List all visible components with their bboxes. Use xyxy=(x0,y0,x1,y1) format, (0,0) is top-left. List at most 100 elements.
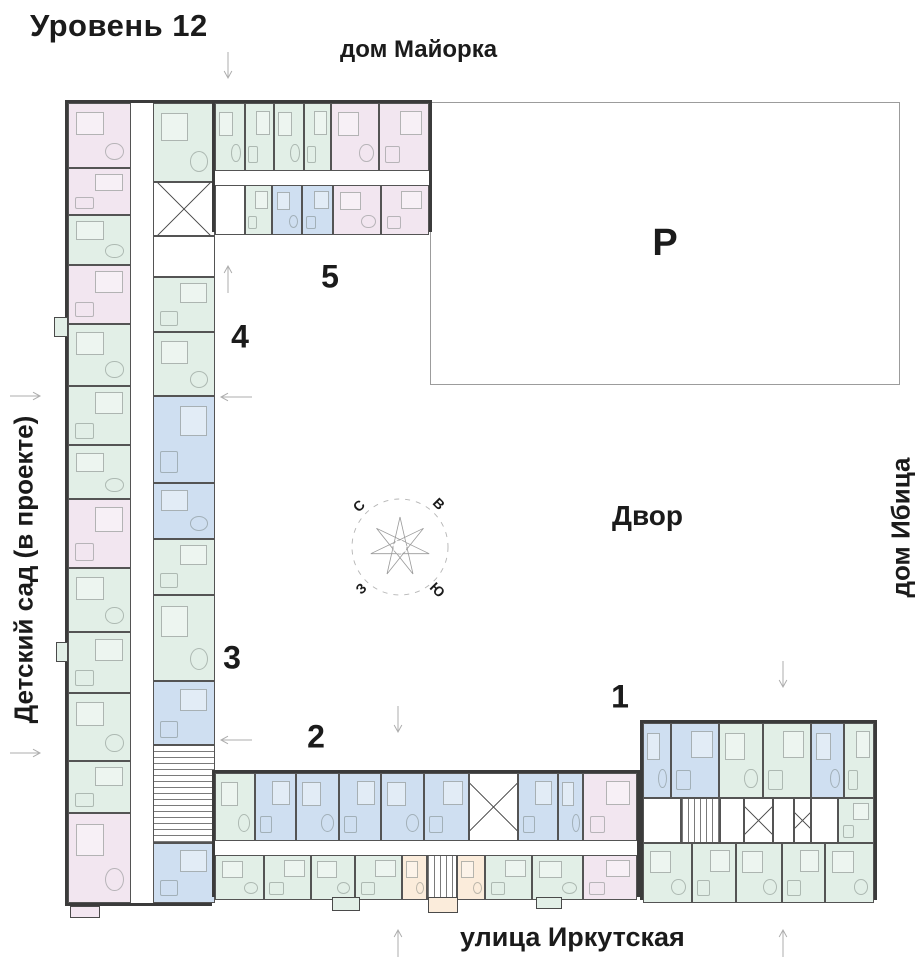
apartment-unit xyxy=(68,103,131,169)
unit-row xyxy=(153,103,215,904)
entrance-arrow-head xyxy=(393,724,403,734)
lobby xyxy=(773,798,794,843)
apartment-unit xyxy=(153,538,215,595)
apartment-unit xyxy=(272,185,302,235)
apartment-unit xyxy=(402,855,427,900)
apartment-unit xyxy=(424,773,470,841)
compass-circle xyxy=(351,498,449,596)
lobby xyxy=(153,236,215,277)
apartment-unit xyxy=(810,723,845,798)
apartment-unit xyxy=(68,168,131,215)
lobby xyxy=(643,798,682,843)
label-kindergarten: Детский сад (в проекте) xyxy=(8,415,39,724)
section-number-3: 3 xyxy=(223,639,241,676)
apartment-unit xyxy=(782,843,826,903)
compass-letter-Ю: Ю xyxy=(427,579,449,601)
apartment-unit xyxy=(215,855,264,900)
apartment-unit xyxy=(153,103,215,183)
compass-star xyxy=(370,516,430,575)
elevator-shaft xyxy=(744,798,774,843)
apartment-unit xyxy=(68,568,131,632)
apartment-unit xyxy=(68,264,131,325)
compass-letter-З: З xyxy=(352,580,370,598)
apartment-unit xyxy=(583,773,637,841)
apartment-unit xyxy=(339,773,381,841)
apartment-unit xyxy=(68,812,131,903)
bottom-wing xyxy=(212,770,640,900)
apartment-unit xyxy=(583,855,637,900)
apartment-unit xyxy=(153,396,215,483)
apartment-unit xyxy=(301,185,334,235)
entrance-arrow-head xyxy=(778,679,788,689)
lobby xyxy=(719,798,745,843)
unit-row xyxy=(643,798,874,843)
unit-row xyxy=(215,855,637,900)
apartment-unit xyxy=(303,103,332,171)
apartment-unit xyxy=(844,723,874,798)
page-title: Уровень 12 xyxy=(30,8,208,43)
apartment-unit xyxy=(331,103,380,171)
corridor xyxy=(131,103,153,903)
entrance-arrow-head xyxy=(32,748,42,758)
compass-letter-В: В xyxy=(430,494,448,512)
apartment-unit xyxy=(643,843,692,903)
apartment-unit xyxy=(735,843,783,903)
unit-row xyxy=(215,185,429,235)
elevator-shaft xyxy=(793,798,812,843)
label-courtyard: Двор xyxy=(612,500,683,531)
entrance-arrow-head xyxy=(778,928,788,938)
apartment-unit xyxy=(68,693,131,761)
apartment-unit xyxy=(153,332,215,397)
staircase xyxy=(153,744,215,844)
label-house-mallorca: дом Майорка xyxy=(340,36,498,63)
entrance-arrow-head xyxy=(393,928,403,938)
section-number-4: 4 xyxy=(231,318,249,355)
apartment-unit xyxy=(762,723,811,798)
apartment-unit xyxy=(68,445,131,500)
apartment-unit xyxy=(333,185,382,235)
section-1-building xyxy=(640,720,877,903)
lobby xyxy=(811,798,839,843)
unit-row xyxy=(68,103,131,903)
balcony xyxy=(428,897,458,913)
staircase xyxy=(426,855,458,900)
section-number-5: 5 xyxy=(321,258,339,295)
apartment-unit xyxy=(254,773,297,841)
parking-letter: Р xyxy=(652,222,678,264)
apartment-unit xyxy=(518,773,558,841)
parking-area: Р xyxy=(430,102,900,385)
elevator-shaft xyxy=(153,182,215,236)
unit-row xyxy=(643,723,874,798)
apartment-unit xyxy=(670,723,720,798)
apartment-unit xyxy=(153,843,215,904)
apartment-unit xyxy=(457,855,486,900)
apartment-unit xyxy=(244,103,275,171)
apartment-unit xyxy=(557,773,584,841)
corridor xyxy=(215,171,429,185)
apartment-unit xyxy=(68,324,131,386)
apartment-unit xyxy=(244,185,273,235)
apartment-unit xyxy=(825,843,875,903)
staircase xyxy=(681,798,720,843)
apartment-unit xyxy=(691,843,736,903)
apartment-unit xyxy=(355,855,403,900)
unit-row xyxy=(215,103,429,171)
apartment-unit xyxy=(311,855,356,900)
apartment-unit xyxy=(532,855,584,900)
entrance-arrow-head xyxy=(223,70,233,80)
apartment-unit xyxy=(215,773,255,841)
entrance-arrow-head xyxy=(219,735,229,745)
apartment-unit xyxy=(68,760,131,813)
apartment-unit xyxy=(263,855,312,900)
apartment-unit xyxy=(274,103,304,171)
balcony xyxy=(536,897,562,909)
apartment-unit xyxy=(719,723,763,798)
balcony xyxy=(70,906,100,918)
apartment-unit xyxy=(379,103,429,171)
apartment-unit xyxy=(838,798,874,843)
section-number-2: 2 xyxy=(307,718,325,755)
apartment-unit xyxy=(215,103,245,171)
apartment-unit xyxy=(153,681,215,745)
lobby xyxy=(215,185,245,235)
